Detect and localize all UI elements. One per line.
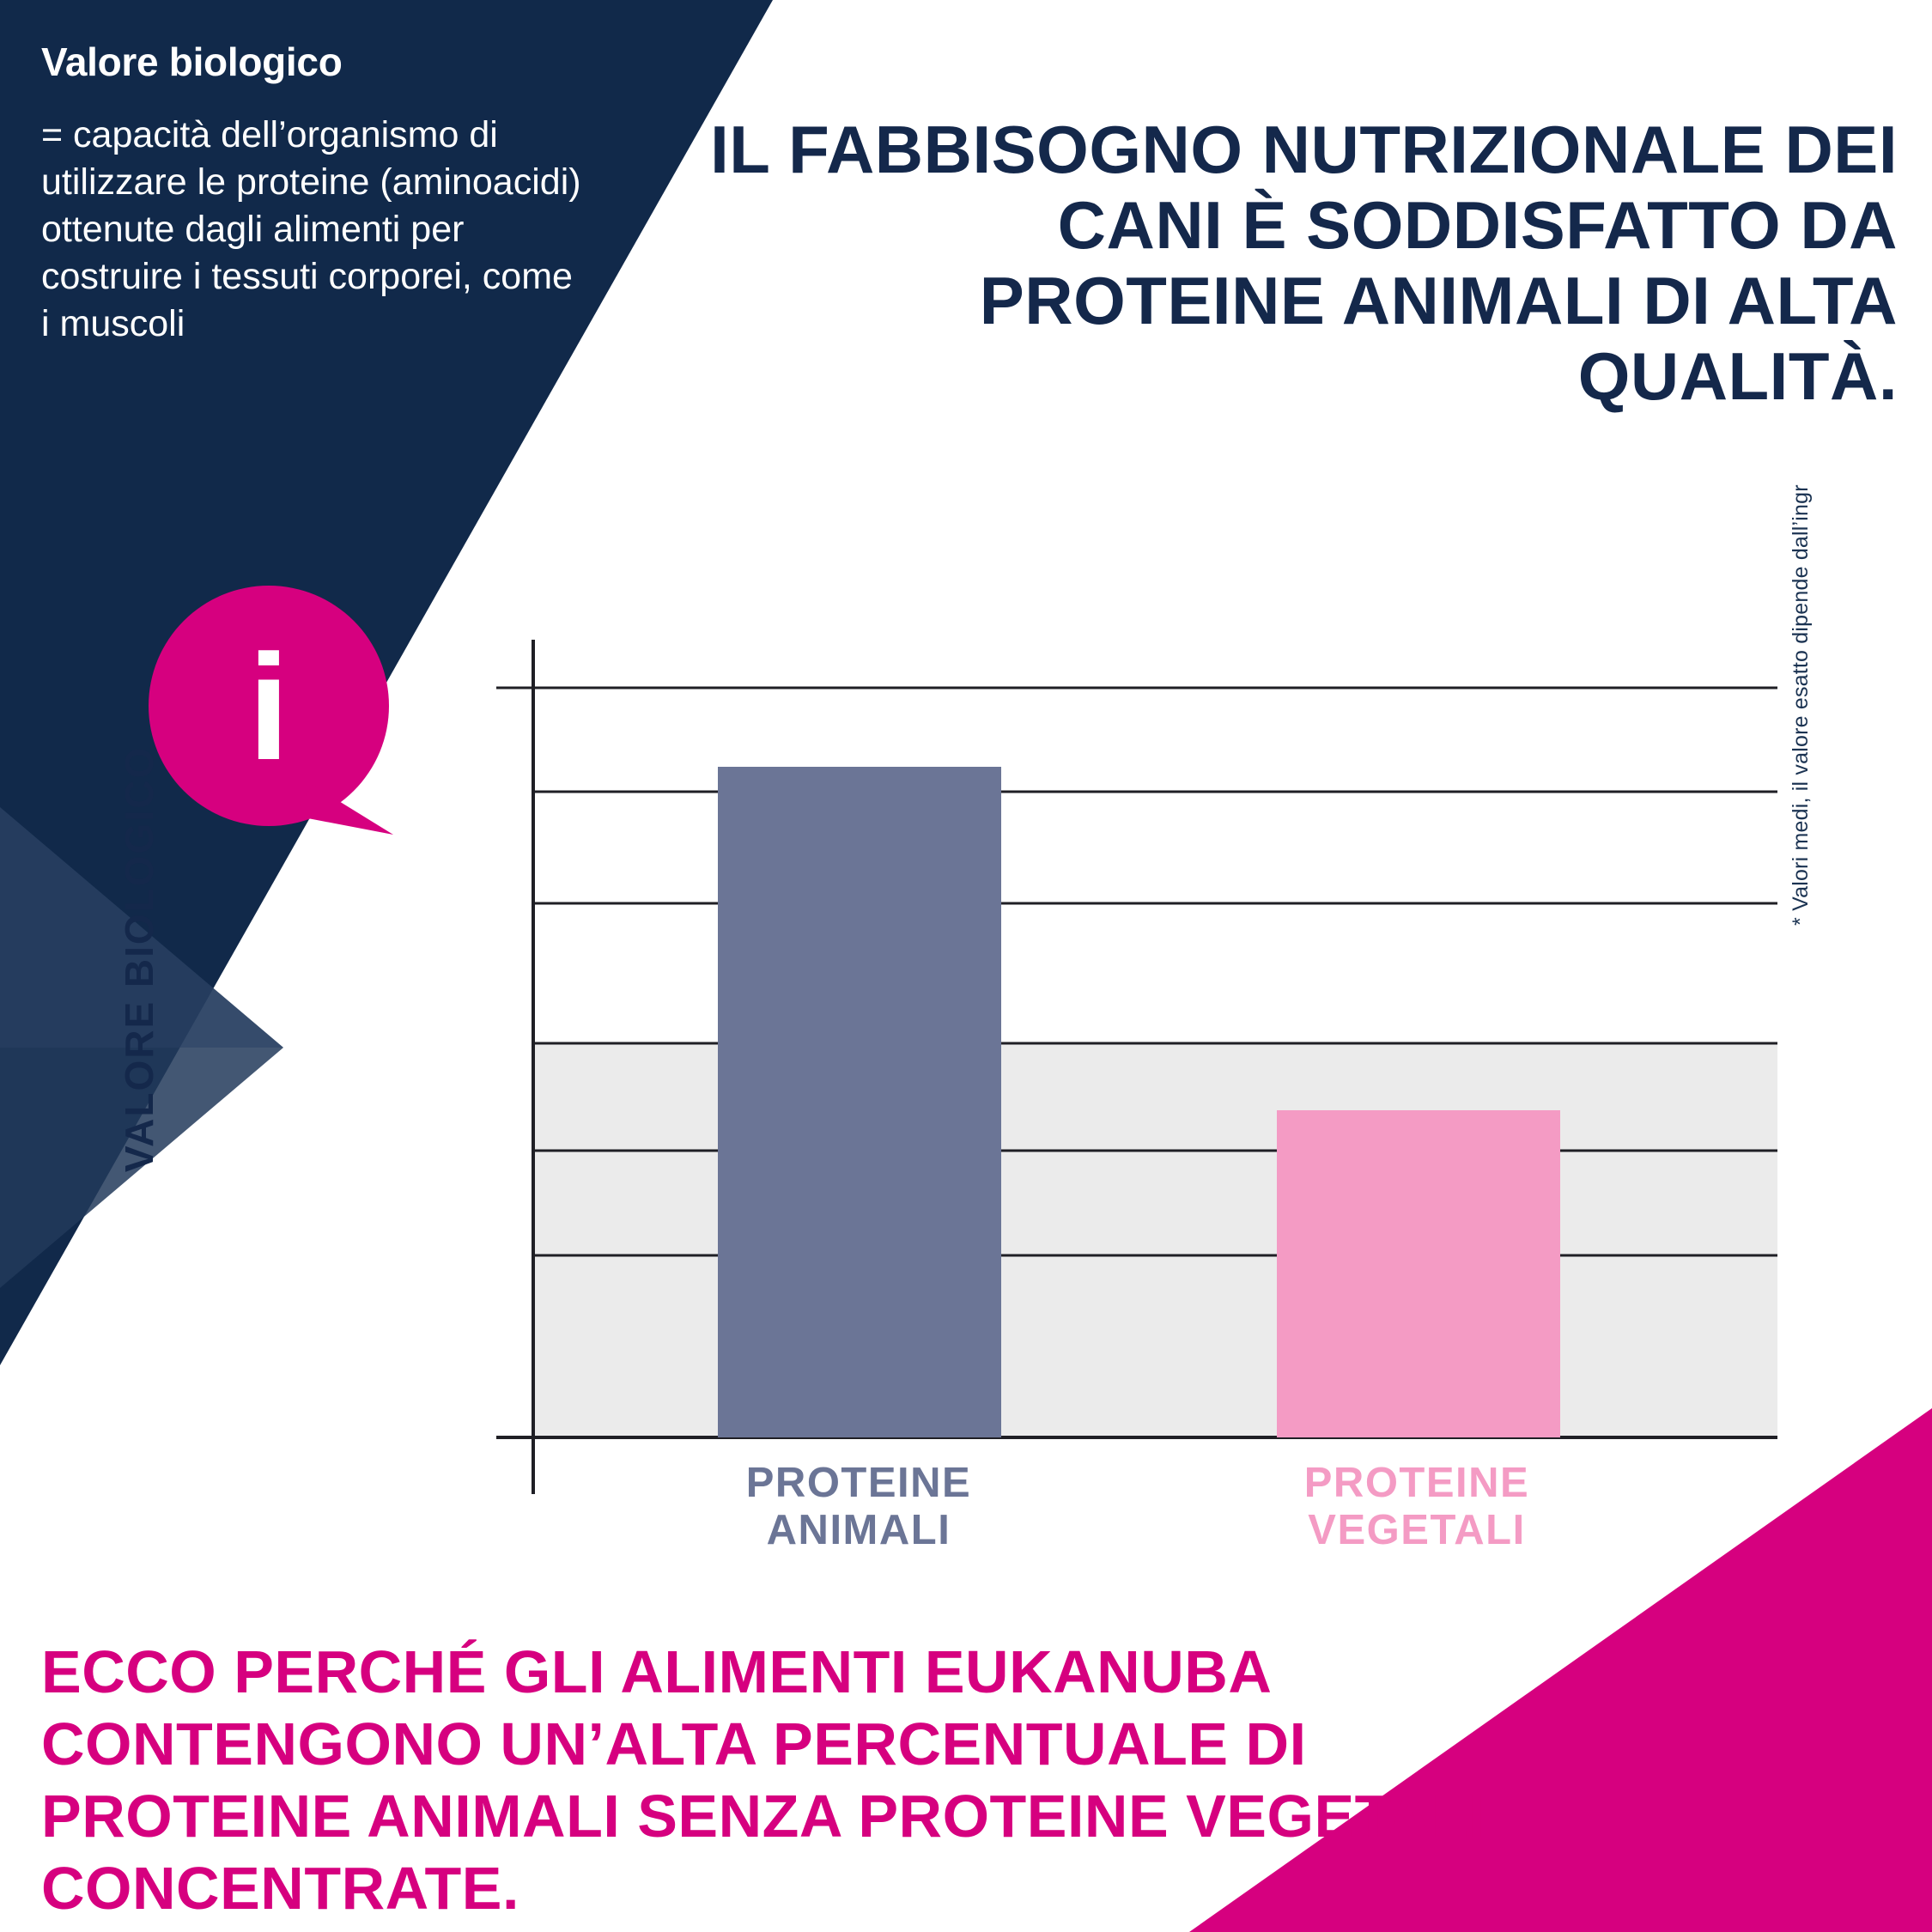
x-tick-label-proteine-vegetali: PROTEINE VEGETALI <box>1219 1460 1614 1554</box>
info-speech-bubble-icon: i <box>144 586 402 835</box>
x-tick-line-2: ANIMALI <box>766 1506 951 1553</box>
magenta-corner-triangle <box>1189 1408 1932 1932</box>
info-panel-body: = capacità dell’organismo di utilizzare … <box>41 114 581 345</box>
bar-proteine-animali <box>718 767 1001 1437</box>
navy-accent-triangle-2 <box>0 807 283 1048</box>
x-tick-line-2: VEGETALI <box>1308 1506 1526 1553</box>
cta-text: ECCO PERCHÉ GLI ALIMENTI EUKANUBA CONTEN… <box>41 1638 1485 1922</box>
info-panel-title: Valore biologico <box>41 39 343 84</box>
x-tick-line-1: PROTEINE <box>1303 1460 1530 1506</box>
bar-proteine-vegetali <box>1277 1110 1560 1437</box>
x-tick-line-1: PROTEINE <box>745 1460 972 1506</box>
x-tick-label-proteine-animali: PROTEINE ANIMALI <box>661 1460 1056 1554</box>
page-title: IL FABBISOGNO NUTRIZIONALE DEI CANI È SO… <box>710 112 1898 415</box>
speech-bubble-shape <box>149 586 393 835</box>
chart-footnote: * Valori medi, il valore esatto dipende … <box>1789 484 1813 926</box>
info-bubble-letter: i <box>247 623 290 792</box>
info-panel: Valore biologico = capacità dell’organis… <box>0 0 581 859</box>
